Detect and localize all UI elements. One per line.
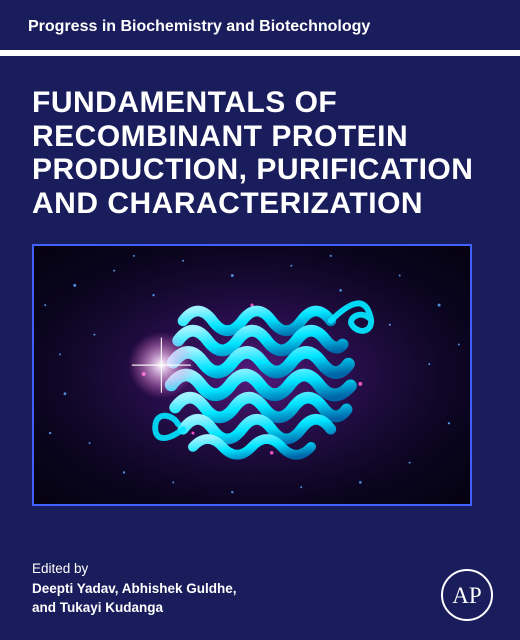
book-cover: Progress in Biochemistry and Biotechnolo… — [0, 0, 520, 640]
book-title: FUNDAMENTALS OF RECOMBINANT PROTEIN PROD… — [32, 86, 488, 220]
editors-prefix: Edited by — [32, 559, 237, 579]
hero-illustration — [32, 244, 472, 506]
editors-names-line1: Deepti Yadav, Abhishek Guldhe, — [32, 579, 237, 599]
series-bar: Progress in Biochemistry and Biotechnolo… — [0, 0, 520, 50]
publisher-initials: AP — [452, 583, 481, 608]
editors-names-line2: and Tukayi Kudanga — [32, 598, 237, 618]
main-area: FUNDAMENTALS OF RECOMBINANT PROTEIN PROD… — [0, 56, 520, 640]
editors-block: Edited by Deepti Yadav, Abhishek Guldhe,… — [32, 559, 237, 618]
publisher-logo: AP — [440, 568, 494, 622]
ap-logo-icon: AP — [440, 568, 494, 622]
series-title: Progress in Biochemistry and Biotechnolo… — [28, 18, 370, 35]
protein-illustration — [34, 246, 470, 504]
